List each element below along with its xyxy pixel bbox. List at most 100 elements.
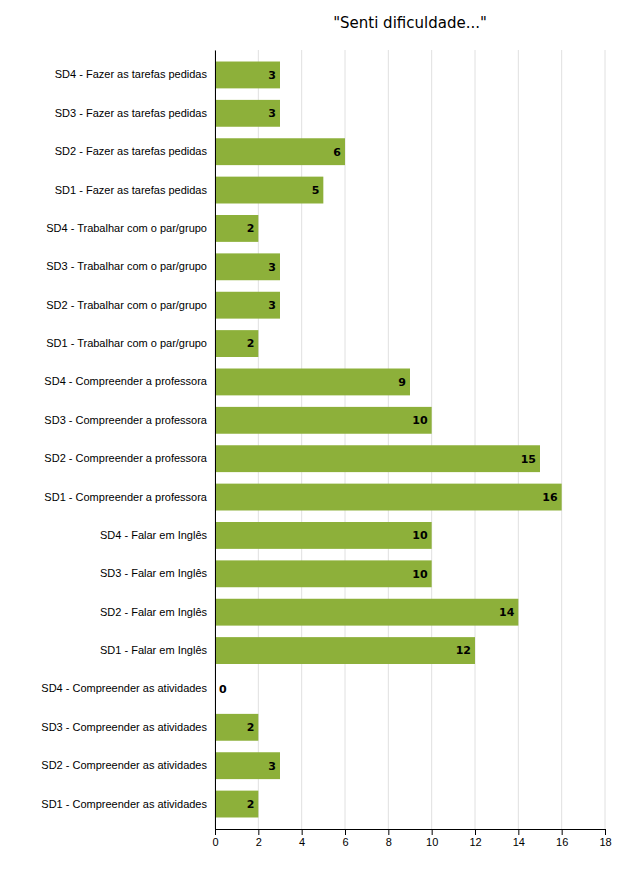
bar	[215, 599, 518, 626]
data-label: 3	[268, 299, 276, 312]
y-tick-label: SD3 - Compreender as atividades	[41, 721, 207, 733]
x-axis-line	[216, 830, 606, 836]
x-tick-mark	[518, 829, 519, 835]
x-tick: 6	[342, 829, 348, 848]
x-tick-mark	[258, 829, 259, 835]
y-tick: SD4 - Trabalhar com o par/grupo	[46, 222, 207, 234]
x-tick-label: 14	[513, 836, 525, 848]
data-label: 5	[312, 184, 320, 197]
chart: 0 2 4 6 8 10 12 14 16 18 SD4 - Fazer as tarefas pe…	[0, 0, 633, 869]
data-label: 9	[398, 376, 406, 389]
x-tick-mark	[605, 829, 606, 835]
y-tick-label: SD1 - Trabalhar com o par/grupo	[46, 337, 207, 349]
y-axis-line	[215, 51, 216, 830]
y-tick-label: SD1 - Compreender a professora	[44, 491, 208, 503]
data-label: 10	[412, 568, 428, 581]
y-tick-label: SD4 - Fazer as tarefas pedidas	[55, 68, 208, 80]
data-label: 2	[247, 337, 255, 350]
x-tick-label: 6	[342, 836, 348, 848]
x-tick: 8	[386, 829, 392, 848]
y-tick: SD3 - Compreender a professora	[44, 414, 208, 426]
y-tick: SD1 - Trabalhar com o par/grupo	[46, 337, 207, 349]
y-tick: SD4 - Falar em Inglês	[100, 529, 207, 541]
y-tick-label: SD1 - Compreender as atividades	[41, 798, 207, 810]
y-tick-label: SD4 - Trabalhar com o par/grupo	[46, 222, 207, 234]
bar	[215, 752, 280, 779]
y-tick: SD4 - Fazer as tarefas pedidas	[55, 68, 208, 80]
x-tick: 12	[469, 829, 481, 848]
plot: 0 2 4 6 8 10 12 14 16 18 SD4 - Fazer as tarefas pe…	[41, 50, 611, 848]
y-tick-label: SD3 - Fazer as tarefas pedidas	[55, 107, 208, 119]
data-label: 15	[521, 453, 536, 466]
y-tick: SD1 - Compreender a professora	[44, 491, 208, 503]
data-label: 16	[542, 491, 558, 504]
y-tick-label: SD3 - Trabalhar com o par/grupo	[46, 260, 207, 272]
y-tick: SD2 - Compreender as atividades	[41, 759, 207, 771]
data-label: 6	[333, 146, 341, 159]
grid-line	[431, 50, 432, 829]
data-label: 2	[247, 222, 255, 235]
grid	[215, 50, 605, 829]
y-tick: SD1 - Falar em Inglês	[100, 644, 207, 656]
grid-line	[475, 50, 476, 829]
data-label: 12	[456, 644, 471, 657]
x-tick-label: 4	[299, 836, 305, 848]
bar	[215, 407, 432, 434]
grid-line	[388, 50, 389, 829]
y-tick: SD2 - Falar em Inglês	[100, 606, 207, 618]
data-label: 14	[499, 606, 515, 619]
y-tick: SD4 - Compreender as atividades	[41, 682, 207, 694]
x-tick-mark	[302, 829, 303, 835]
bar	[215, 637, 475, 664]
bar	[215, 330, 258, 357]
x-tick-label: 8	[386, 836, 392, 848]
y-tick: SD2 - Compreender a professora	[44, 452, 208, 464]
grid-line	[605, 50, 606, 829]
bar	[215, 62, 280, 89]
data-label: 10	[412, 414, 428, 427]
y-tick: SD2 - Trabalhar com o par/grupo	[46, 299, 207, 311]
y-tick: SD3 - Falar em Inglês	[100, 567, 207, 579]
title: "Senti dificuldade..."	[333, 14, 487, 32]
y-tick-label: SD4 - Compreender as atividades	[41, 682, 207, 694]
y-tick-label: SD4 - Falar em Inglês	[100, 529, 207, 541]
y-axis: SD4 - Fazer as tarefas pedidas SD3 - Faze…	[41, 51, 215, 830]
x-tick-mark	[432, 829, 433, 835]
data-label: 2	[247, 798, 255, 811]
grid-line	[258, 50, 259, 829]
x-tick-mark	[215, 829, 216, 835]
bar	[215, 560, 432, 587]
bar	[215, 522, 432, 549]
y-tick-label: SD3 - Falar em Inglês	[100, 567, 207, 579]
x-tick-label: 18	[599, 836, 611, 848]
x-tick-label: 12	[469, 836, 481, 848]
x-tick: 4	[299, 829, 305, 848]
y-tick-label: SD1 - Fazer as tarefas pedidas	[55, 184, 208, 196]
grid-line	[518, 50, 519, 829]
x-tick: 14	[513, 829, 525, 848]
bar	[215, 714, 258, 741]
y-tick-label: SD4 - Compreender a professora	[44, 375, 208, 387]
grid-line	[301, 50, 302, 829]
x-tick-label: 10	[426, 836, 438, 848]
data-labels: 336523329101516101014120232	[219, 69, 558, 811]
x-tick-mark	[345, 829, 346, 835]
x-axis: 0 2 4 6 8 10 12 14 16 18	[212, 829, 611, 848]
bar	[215, 215, 258, 242]
bar	[215, 138, 345, 165]
y-tick: SD1 - Compreender as atividades	[41, 798, 207, 810]
y-tick: SD3 - Fazer as tarefas pedidas	[55, 107, 208, 119]
bar	[215, 292, 280, 319]
bar	[215, 369, 410, 396]
bar	[215, 253, 280, 280]
x-tick: 2	[256, 829, 262, 848]
y-tick: SD2 - Fazer as tarefas pedidas	[55, 145, 208, 157]
grid-line	[215, 50, 216, 829]
x-tick-label: 16	[556, 836, 568, 848]
x-tick-label: 0	[212, 836, 218, 848]
data-label: 3	[268, 760, 276, 773]
y-tick: SD3 - Compreender as atividades	[41, 721, 207, 733]
data-label: 2	[247, 721, 255, 734]
bars	[215, 62, 562, 818]
grid-line	[345, 50, 346, 829]
